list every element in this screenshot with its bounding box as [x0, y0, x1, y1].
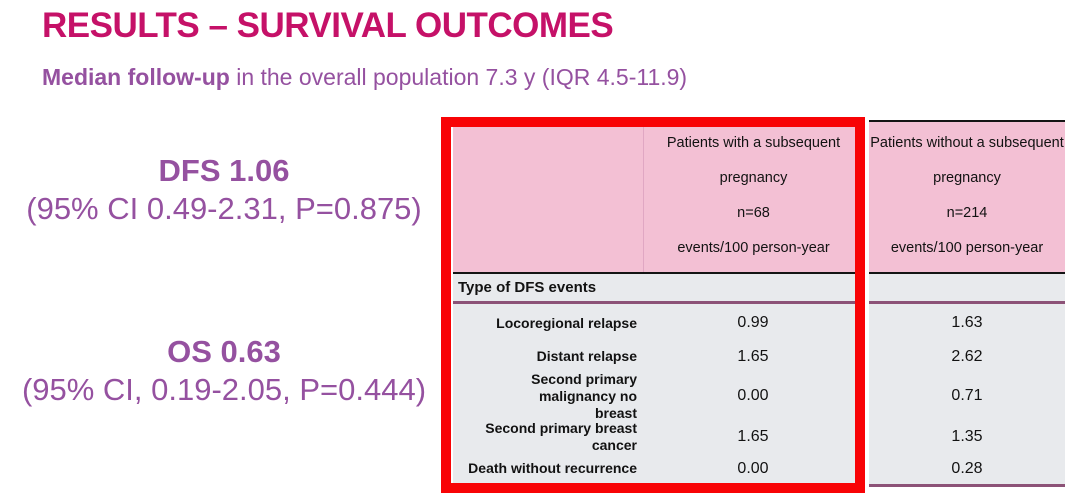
table-row: 0.28: [869, 453, 1065, 484]
table-with-pregnancy-block: Patients with a subsequent pregnancy n=6…: [453, 120, 863, 487]
table-header-with: Patients with a subsequent pregnancy n=6…: [453, 122, 863, 274]
column-header-without-pregnancy: Patients without a subsequent pregnancy …: [870, 135, 1064, 256]
row-label: Second primary breast cancer: [485, 420, 637, 453]
slide-subtitle: Median follow-up in the overall populati…: [42, 64, 687, 91]
row-value-without: 0.28: [951, 459, 983, 477]
dfs-stat-block: DFS 1.06 (95% CI 0.49-2.31, P=0.875): [0, 152, 448, 228]
row-value-with: 1.65: [737, 428, 769, 445]
row-value-without: 0.71: [951, 387, 983, 404]
table-row: 2.62: [869, 342, 1065, 371]
table-row: Distant relapse 1.65: [453, 342, 863, 371]
row-label: Distant relapse: [536, 348, 637, 364]
section-header-type-of-dfs-events: Type of DFS events: [453, 274, 863, 304]
table-body-right: 1.63 2.62 0.71 1.35 0.28: [869, 304, 1065, 484]
column-header-with-pregnancy: Patients with a subsequent pregnancy n=6…: [666, 135, 841, 256]
subtitle-rest-text: in the overall population 7.3 y (IQR 4.5…: [229, 64, 688, 90]
row-value-with: 0.00: [737, 387, 769, 404]
table-header-without: Patients without a subsequent pregnancy …: [869, 122, 1065, 274]
table-row: 1.63: [869, 304, 1065, 342]
dfs-confidence-interval: (95% CI 0.49-2.31, P=0.875): [26, 190, 422, 226]
row-label: Second primary malignancy no breast: [531, 370, 637, 421]
row-value-without: 1.35: [951, 428, 983, 445]
table-row: 1.35: [869, 421, 1065, 453]
row-value-with: 0.00: [737, 459, 769, 477]
row-value-with: 0.99: [737, 314, 769, 331]
row-value-with: 1.65: [737, 347, 769, 365]
row-label: Locoregional relapse: [496, 314, 637, 331]
table-without-pregnancy-block: Patients without a subsequent pregnancy …: [869, 120, 1065, 487]
dfs-value: DFS 1.06: [158, 153, 290, 188]
table-body-left: Locoregional relapse 0.99 Distant relaps…: [453, 304, 863, 484]
slide-title: RESULTS – SURVIVAL OUTCOMES: [42, 6, 614, 45]
section-header-spacer: [869, 274, 1065, 304]
table-row: Second primary breast cancer 1.65: [453, 420, 863, 453]
table-row: Second primary malignancy no breast 0.00: [453, 371, 863, 421]
table-row: Death without recurrence 0.00: [453, 453, 863, 484]
table-header-stub-cell: [453, 122, 644, 272]
os-confidence-interval: (95% CI, 0.19-2.05, P=0.444): [21, 371, 427, 407]
subtitle-bold-text: Median follow-up: [42, 64, 230, 90]
os-stat-block: OS 0.63 (95% CI, 0.19-2.05, P=0.444): [0, 333, 448, 409]
row-value-without: 1.63: [951, 314, 983, 331]
table-row: 0.71: [869, 371, 1065, 421]
row-value-without: 2.62: [951, 347, 983, 365]
row-label: Death without recurrence: [468, 460, 637, 476]
table-row: Locoregional relapse 0.99: [453, 304, 863, 342]
os-value: OS 0.63: [167, 334, 281, 369]
